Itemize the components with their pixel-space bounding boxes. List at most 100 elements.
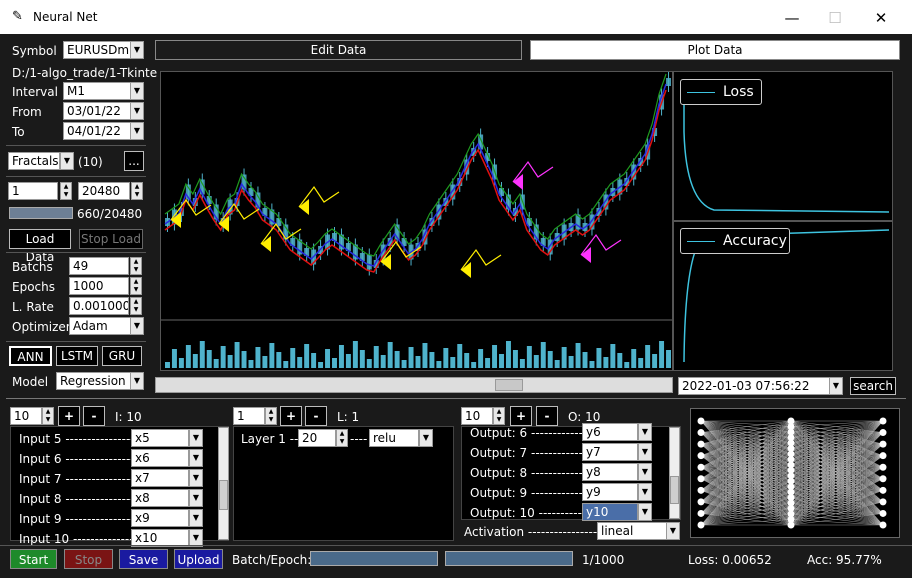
lrate-stepper[interactable]: ▲ ▼ (130, 297, 142, 315)
gru-button[interactable]: GRU (102, 346, 142, 366)
remove-output-button[interactable]: - (536, 406, 558, 426)
chevron-down-icon[interactable]: ▼ (189, 509, 203, 527)
maximize-button[interactable]: ☐ (828, 9, 842, 27)
outputs-scroll-thumb[interactable] (670, 476, 679, 504)
network-edge (790, 467, 884, 520)
output-row-select[interactable]: y10 (582, 503, 638, 521)
batchs-stepper[interactable]: ▲ ▼ (130, 257, 142, 275)
chevron-down-icon[interactable]: ▼ (638, 503, 652, 521)
network-node (787, 450, 795, 458)
interval-select[interactable]: M1 (63, 82, 131, 100)
layer-1-neurons-stepper[interactable]: ▲ ▼ (336, 429, 348, 447)
inputs-count-stepper[interactable]: ▲ ▼ (42, 407, 54, 425)
stop-load-button[interactable]: Stop Load (79, 229, 143, 249)
input-row-select[interactable]: x7 (131, 469, 189, 487)
chevron-down-icon[interactable]: ▼ (638, 443, 652, 461)
start-index-field[interactable]: 1 (8, 182, 58, 200)
load-data-button[interactable]: Load Data (9, 229, 71, 264)
volume-bar (318, 362, 324, 368)
tab-edit-data[interactable]: Edit Data (155, 40, 522, 60)
output-row-select[interactable]: y9 (582, 483, 638, 501)
save-button[interactable]: Save (119, 549, 168, 569)
lstm-button[interactable]: LSTM (56, 346, 98, 366)
layers-count-stepper[interactable]: ▲ ▼ (265, 407, 277, 425)
start-button[interactable]: Start (10, 549, 57, 569)
network-edge (700, 432, 792, 520)
symbol-select[interactable]: EURUSDm (63, 41, 131, 59)
epochs-stepper[interactable]: ▲ ▼ (130, 277, 142, 295)
chevron-down-icon[interactable]: ▼ (829, 377, 843, 395)
chevron-down-icon[interactable]: ▼ (666, 522, 680, 540)
chevron-down-icon[interactable]: ▼ (60, 152, 74, 170)
output-row-select[interactable]: y8 (582, 463, 638, 481)
chevron-down-icon[interactable]: ▼ (419, 429, 433, 447)
epochs-field[interactable]: 1000 (69, 277, 129, 295)
add-output-button[interactable]: + (510, 406, 532, 426)
chevron-down-icon[interactable]: ▼ (189, 429, 203, 447)
chevron-down-icon[interactable]: ▼ (130, 372, 144, 390)
start-index-stepper[interactable]: ▲ ▼ (60, 182, 72, 200)
ann-button[interactable]: ANN (9, 346, 52, 366)
input-row-select[interactable]: x5 (131, 429, 189, 447)
close-button[interactable]: ✕ (874, 9, 888, 27)
add-input-button[interactable]: + (58, 406, 80, 426)
search-button[interactable]: search (850, 377, 896, 395)
network-edge (790, 420, 884, 433)
end-index-field[interactable]: 20480 (78, 182, 130, 200)
remove-layer-button[interactable]: - (305, 406, 327, 426)
network-edge (700, 431, 792, 479)
indicator-select[interactable]: Fractals (8, 152, 60, 170)
add-layer-button[interactable]: + (280, 406, 302, 426)
end-index-stepper[interactable]: ▲ ▼ (131, 182, 143, 200)
chevron-down-icon[interactable]: ▼ (638, 423, 652, 441)
chevron-down-icon[interactable]: ▼ (130, 317, 144, 335)
inputs-scroll-thumb[interactable] (219, 480, 228, 510)
volume-bar (227, 355, 233, 368)
input-row-select[interactable]: x6 (131, 449, 189, 467)
chevron-down-icon[interactable]: ▼ (638, 463, 652, 481)
network-node (879, 452, 887, 460)
layer-1-activation-select[interactable]: relu (369, 429, 419, 447)
outputs-count-stepper[interactable]: ▲ ▼ (493, 407, 505, 425)
chevron-down-icon[interactable]: ▼ (130, 102, 144, 120)
chevron-down-icon[interactable]: ▼ (189, 489, 203, 507)
input-row-select[interactable]: x9 (131, 509, 189, 527)
lrate-field[interactable]: 0.001000 (69, 297, 129, 315)
output-row-select[interactable]: y7 (582, 443, 638, 461)
remove-input-button[interactable]: - (83, 406, 105, 426)
output-row-select[interactable]: y6 (582, 423, 638, 441)
model-select[interactable]: Regression (56, 372, 131, 390)
chevron-down-icon[interactable]: ▼ (638, 483, 652, 501)
optimizer-select[interactable]: Adam (69, 317, 131, 335)
timeline-scrollbar[interactable] (155, 377, 673, 393)
network-edge (790, 426, 884, 456)
batchs-field[interactable]: 49 (69, 257, 129, 275)
outputs-scrollbar[interactable] (669, 427, 680, 519)
from-date-field[interactable]: 03/01/22 (63, 102, 131, 120)
timeline-thumb[interactable] (495, 379, 523, 391)
stop-button[interactable]: Stop (64, 549, 113, 569)
chevron-down-icon[interactable]: ▼ (130, 41, 144, 59)
network-edge (790, 501, 884, 515)
upload-button[interactable]: Upload (174, 549, 223, 569)
network-edge (700, 437, 792, 514)
volume-bar (241, 351, 247, 368)
to-date-field[interactable]: 04/01/22 (63, 122, 131, 140)
tab-plot-data[interactable]: Plot Data (530, 40, 900, 60)
chevron-down-icon[interactable]: ▼ (189, 529, 203, 547)
output-activation-select[interactable]: lineal (597, 522, 667, 540)
datetime-field[interactable]: 2022-01-03 07:56:22 (678, 377, 830, 395)
chevron-down-icon[interactable]: ▼ (130, 122, 144, 140)
layers-count-field[interactable]: 1 (233, 407, 265, 425)
outputs-count-field[interactable]: 10 (461, 407, 493, 425)
chevron-down-icon[interactable]: ▼ (189, 469, 203, 487)
layer-1-neurons-field[interactable]: 20 (298, 429, 336, 447)
inputs-scrollbar[interactable] (218, 427, 229, 540)
chevron-down-icon[interactable]: ▼ (189, 449, 203, 467)
indicator-more-button[interactable]: ... (124, 151, 144, 171)
minimize-button[interactable]: — (784, 9, 800, 27)
input-row-select[interactable]: x10 (131, 529, 189, 547)
input-row-select[interactable]: x8 (131, 489, 189, 507)
chevron-down-icon[interactable]: ▼ (130, 82, 144, 100)
inputs-count-field[interactable]: 10 (10, 407, 42, 425)
